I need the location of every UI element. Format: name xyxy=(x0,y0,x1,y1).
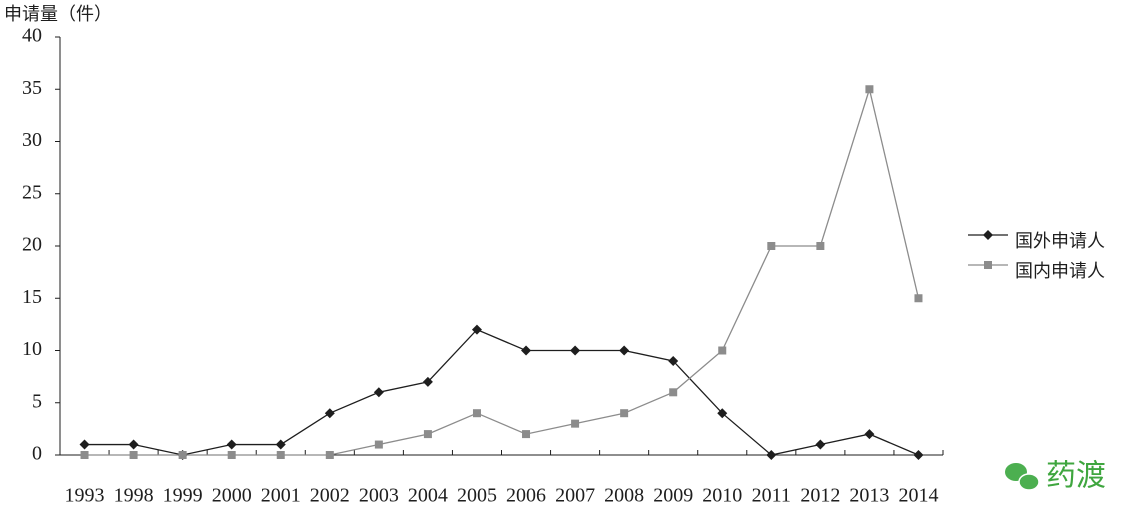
y-tick-label: 35 xyxy=(22,77,42,99)
data-point xyxy=(669,388,678,397)
x-tick-label: 2011 xyxy=(752,485,791,507)
x-tick-label: 2013 xyxy=(849,485,889,507)
x-tick-label: 2005 xyxy=(457,485,497,507)
data-point xyxy=(571,419,580,428)
legend-marker xyxy=(983,230,993,240)
data-point xyxy=(79,439,90,450)
data-point xyxy=(472,409,481,418)
x-tick-label: 2008 xyxy=(604,485,644,507)
y-tick-label: 30 xyxy=(22,129,42,151)
data-point xyxy=(227,451,236,459)
x-tick-label: 2014 xyxy=(898,485,938,507)
data-point xyxy=(373,387,384,398)
y-axis-label: 申请量（件） xyxy=(4,4,112,25)
data-point xyxy=(324,408,335,419)
data-point xyxy=(275,439,286,450)
data-point xyxy=(423,430,432,439)
data-point xyxy=(815,439,826,450)
data-point xyxy=(374,440,383,449)
y-tick-label: 0 xyxy=(32,443,42,465)
data-point xyxy=(668,355,679,366)
data-point xyxy=(522,430,531,439)
data-point xyxy=(570,345,581,356)
x-tick-label: 2010 xyxy=(702,485,742,507)
y-tick-label: 20 xyxy=(22,234,42,256)
data-point xyxy=(178,451,187,459)
x-tick-label: 2002 xyxy=(310,485,350,507)
x-tick-label: 2006 xyxy=(506,485,546,507)
data-point xyxy=(913,450,924,460)
data-point xyxy=(80,451,89,459)
x-tick-label: 2007 xyxy=(555,485,595,507)
data-point xyxy=(128,439,139,450)
data-point xyxy=(816,242,825,250)
y-tick-label: 40 xyxy=(22,25,42,47)
series-line xyxy=(84,328,919,456)
x-tick-label: 1998 xyxy=(114,485,154,507)
data-point xyxy=(325,451,334,459)
data-point xyxy=(767,242,776,250)
data-point xyxy=(276,451,285,459)
data-point xyxy=(619,345,630,356)
y-tick-label: 25 xyxy=(22,181,42,203)
x-tick-label: 2000 xyxy=(212,485,252,507)
x-tick-label: 2012 xyxy=(800,485,840,507)
data-point xyxy=(521,345,532,356)
watermark: 药渡 xyxy=(1046,459,1106,494)
x-tick-label: 2003 xyxy=(359,485,399,507)
data-point xyxy=(129,451,138,459)
data-point xyxy=(718,346,727,355)
legend-label: 国内申请人 xyxy=(1015,261,1105,282)
data-point xyxy=(717,408,728,419)
y-tick-label: 15 xyxy=(22,286,42,308)
data-point xyxy=(226,439,237,450)
y-tick-label: 10 xyxy=(22,338,42,360)
data-point xyxy=(422,376,433,387)
data-point xyxy=(471,324,482,335)
series-line xyxy=(84,86,920,456)
y-tick-label: 5 xyxy=(32,390,42,412)
legend-marker xyxy=(984,261,992,269)
data-point xyxy=(766,450,777,460)
data-point xyxy=(620,409,629,418)
watermark-icon xyxy=(1005,463,1040,491)
legend-label: 国外申请人 xyxy=(1015,231,1105,252)
x-tick-label: 2001 xyxy=(261,485,301,507)
x-tick-label: 2004 xyxy=(408,485,448,507)
x-tick-label: 1993 xyxy=(65,485,105,507)
data-point xyxy=(864,429,875,440)
x-tick-label: 2009 xyxy=(653,485,693,507)
x-tick-label: 1999 xyxy=(163,485,203,507)
data-point xyxy=(865,85,874,94)
data-point xyxy=(914,294,923,303)
